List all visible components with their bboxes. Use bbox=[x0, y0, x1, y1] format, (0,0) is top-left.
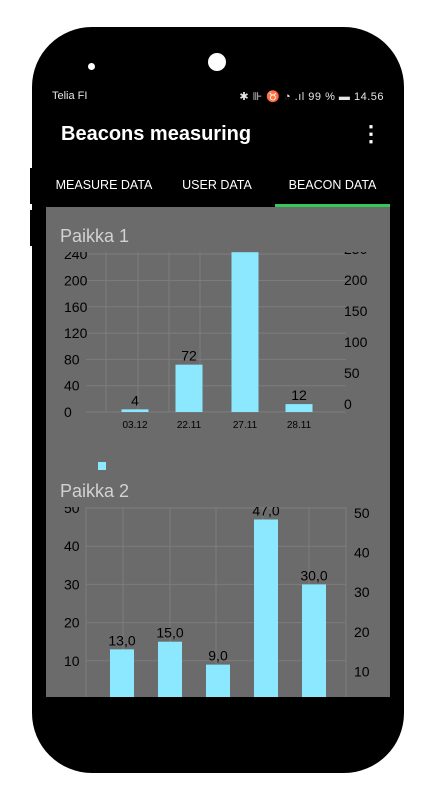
right-axis-tick-label: 50 bbox=[354, 507, 370, 521]
left-axis-tick-label: 80 bbox=[64, 351, 80, 367]
bar bbox=[158, 641, 182, 697]
category-label: 03.12 bbox=[122, 420, 147, 431]
chart-paikka-1: 0408012016020024005010015020025047224312… bbox=[64, 252, 368, 470]
left-axis-tick-label: 120 bbox=[64, 325, 88, 341]
bar bbox=[231, 252, 259, 412]
status-icons: ✱ ⊪ ♉ ◔ .ıl 99 % ▬ 14.56 bbox=[239, 91, 384, 103]
left-axis-tick-label: 40 bbox=[64, 538, 80, 554]
right-axis-tick-label: 250 bbox=[344, 252, 368, 257]
status-bar: Telia FI ✱ ⊪ ♉ ◔ .ıl 99 % ▬ 14.56 bbox=[46, 85, 390, 107]
phone-screen: Telia FI ✱ ⊪ ♉ ◔ .ıl 99 % ▬ 14.56 Beacon… bbox=[46, 85, 390, 697]
bar bbox=[175, 364, 203, 412]
bar bbox=[302, 584, 326, 697]
right-axis-tick-label: 200 bbox=[344, 272, 368, 288]
bar-value-label: 47,0 bbox=[252, 507, 279, 519]
legend-swatch bbox=[98, 462, 106, 470]
bar-value-label: 13,0 bbox=[108, 632, 135, 648]
left-axis-tick-label: 30 bbox=[64, 576, 80, 592]
left-axis-tick-label: 160 bbox=[64, 299, 88, 315]
phone-side-button bbox=[30, 210, 38, 246]
bar bbox=[206, 664, 230, 697]
bar bbox=[254, 519, 278, 697]
bar-value-label: 12 bbox=[291, 387, 307, 403]
right-axis-tick-label: 10 bbox=[354, 663, 370, 679]
left-axis-tick-label: 20 bbox=[64, 615, 80, 631]
bar-value-label: 72 bbox=[181, 348, 197, 364]
chart-paikka-2: 10 20 30 40 50 10 20 30 40 50 13,0 15,0 9,0 47,0 30,0 bbox=[64, 507, 370, 697]
left-axis-tick-label: 0 bbox=[64, 404, 72, 420]
bar bbox=[110, 649, 134, 697]
right-axis-tick-label: 50 bbox=[344, 365, 360, 381]
category-label: 22.11 bbox=[177, 420, 202, 431]
right-axis-tick-label: 40 bbox=[354, 545, 370, 561]
right-axis-tick-label: 0 bbox=[344, 396, 352, 412]
app-title: Beacons measuring bbox=[61, 123, 252, 145]
front-camera bbox=[208, 53, 226, 71]
tab-measure-data[interactable]: MEASURE DATA bbox=[55, 178, 153, 192]
left-axis-tick-label: 50 bbox=[64, 507, 80, 516]
chart-title-paikka-2: Paikka 2 bbox=[60, 481, 130, 501]
left-axis-tick-label: 200 bbox=[64, 272, 88, 288]
bar bbox=[285, 404, 313, 412]
tab-bar: MEASURE DATA USER DATA BEACON DATA bbox=[46, 167, 390, 207]
left-axis-tick-label: 10 bbox=[64, 653, 80, 669]
bar-value-label: 9,0 bbox=[208, 648, 228, 664]
more-vert-icon[interactable]: ⋮ bbox=[360, 121, 382, 146]
left-axis-tick-label: 40 bbox=[64, 378, 80, 394]
tab-beacon-data[interactable]: BEACON DATA bbox=[275, 167, 390, 207]
bar-value-label: 4 bbox=[131, 392, 139, 408]
right-axis-tick-label: 100 bbox=[344, 334, 368, 350]
bar-value-label: 30,0 bbox=[300, 567, 327, 583]
phone-side-button bbox=[396, 120, 404, 168]
proximity-sensor bbox=[88, 63, 95, 70]
beacon-data-content: Paikka 1 0 40 80 120 160 200 240 0 50 100 150 200 25… bbox=[46, 207, 390, 697]
phone-side-button bbox=[30, 168, 38, 204]
tab-user-data[interactable]: USER DATA bbox=[182, 178, 252, 192]
app-bar: Beacons measuring ⋮ bbox=[46, 107, 390, 167]
category-label: 27.11 bbox=[233, 420, 258, 431]
right-axis-tick-label: 150 bbox=[344, 303, 368, 319]
chart-title-paikka-1: Paikka 1 bbox=[60, 226, 130, 246]
carrier-name: Telia FI bbox=[52, 90, 88, 102]
category-label: 28.11 bbox=[287, 420, 312, 431]
left-axis-tick-label: 240 bbox=[64, 252, 88, 262]
right-axis-tick-label: 30 bbox=[354, 584, 370, 600]
right-axis-tick-label: 20 bbox=[354, 624, 370, 640]
bar bbox=[121, 409, 149, 412]
bar-value-label: 15,0 bbox=[156, 625, 183, 641]
